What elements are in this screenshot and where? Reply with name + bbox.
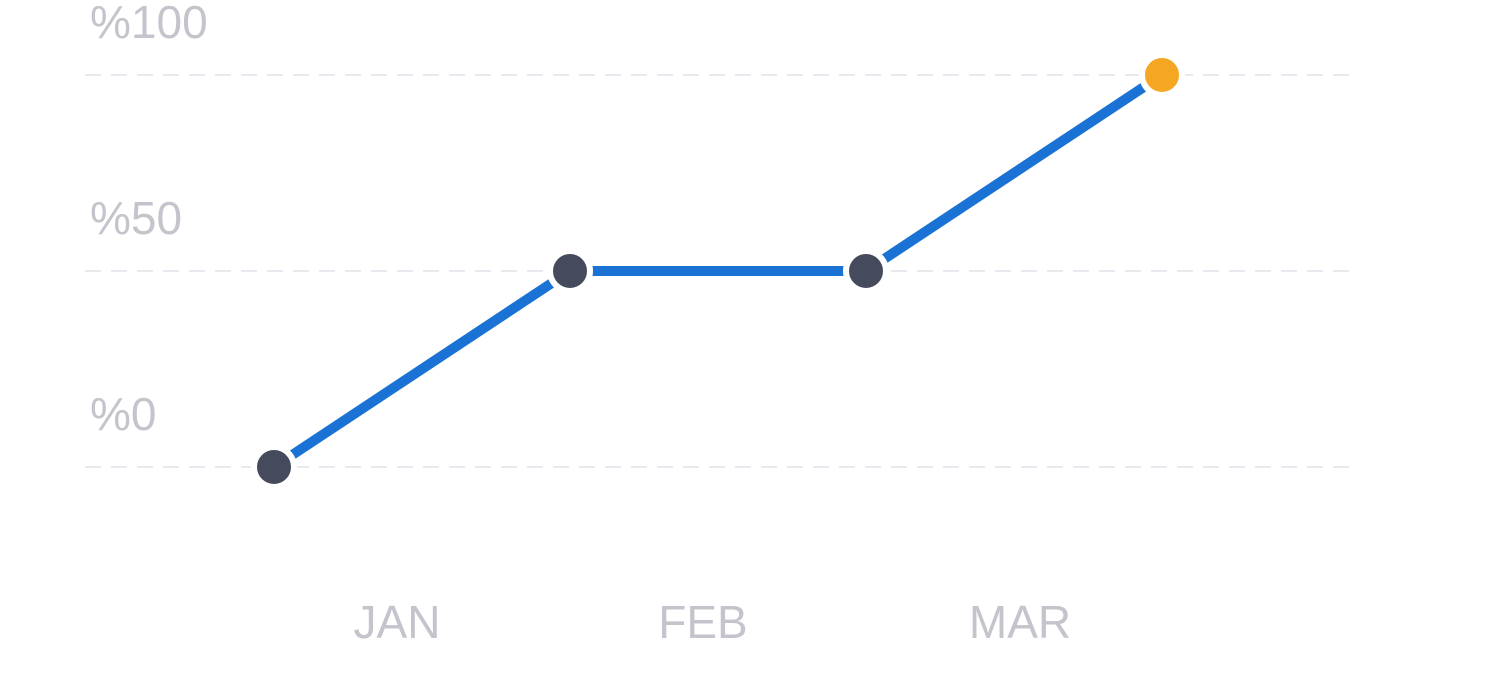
series-lines	[271, 70, 1165, 472]
x-category-label: JAN	[354, 596, 441, 648]
data-point[interactable]	[547, 248, 593, 294]
x-axis-categories: JAN FEB MAR	[354, 596, 1072, 648]
y-tick-label: %50	[90, 192, 182, 244]
series-line-segment	[863, 70, 1165, 276]
x-category-label: FEB	[658, 596, 747, 648]
data-point[interactable]	[251, 444, 297, 490]
series-points	[251, 52, 1185, 490]
highlighted-data-point[interactable]	[1139, 52, 1185, 98]
series-line-segment	[271, 266, 573, 472]
x-category-label: MAR	[969, 596, 1071, 648]
data-point[interactable]	[843, 248, 889, 294]
y-axis-ticks: %0 %50 %100	[90, 0, 208, 440]
y-tick-label: %0	[90, 388, 156, 440]
y-tick-label: %100	[90, 0, 208, 48]
